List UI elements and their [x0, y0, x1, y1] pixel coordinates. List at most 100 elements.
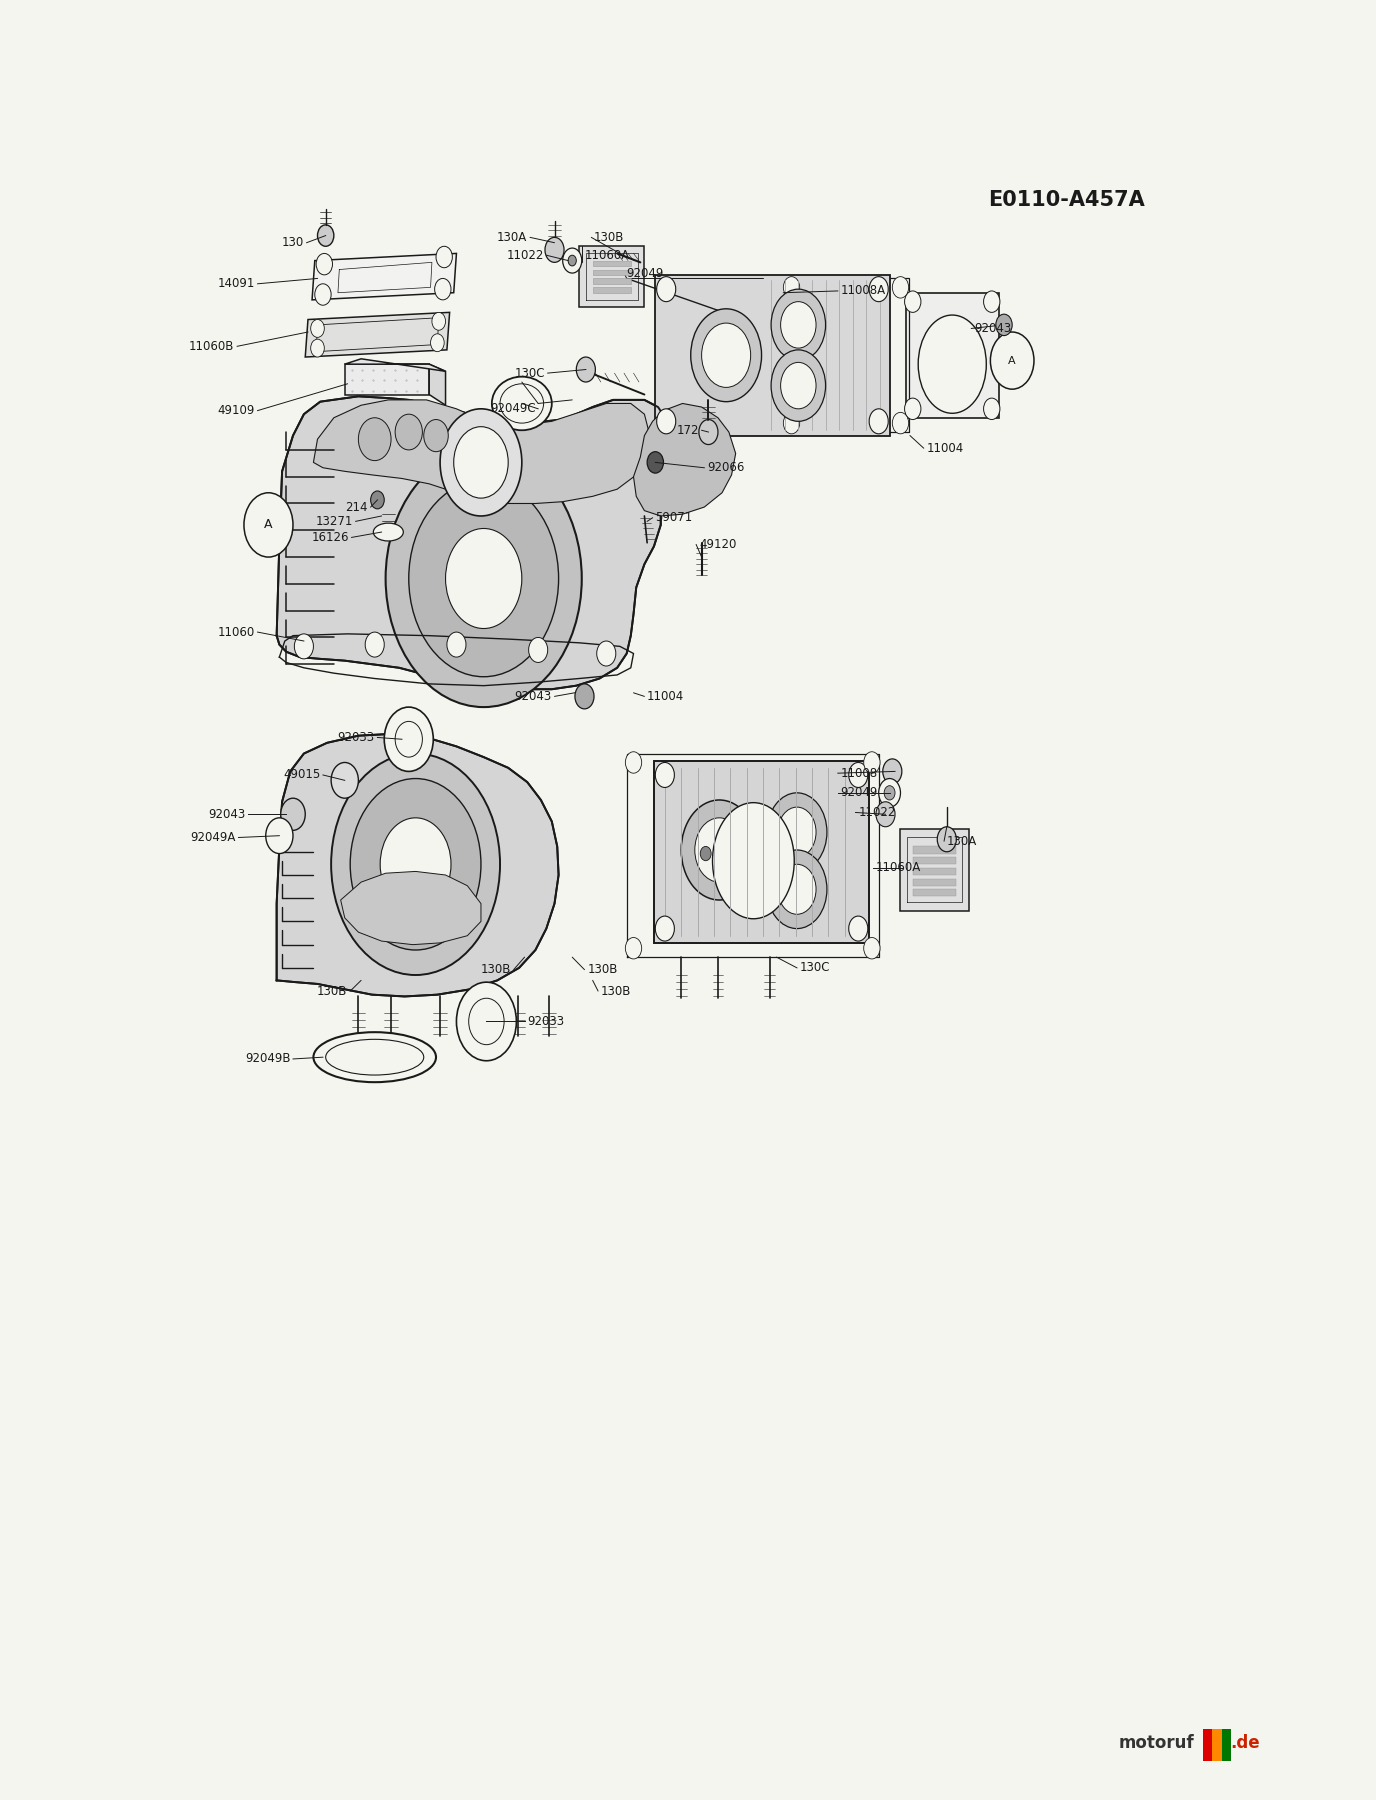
- Text: 130B: 130B: [316, 985, 348, 997]
- Circle shape: [625, 752, 641, 774]
- Polygon shape: [341, 871, 482, 945]
- Circle shape: [563, 248, 582, 274]
- Circle shape: [766, 850, 827, 929]
- Polygon shape: [593, 261, 630, 266]
- Text: 92043: 92043: [208, 808, 245, 821]
- Circle shape: [316, 254, 333, 275]
- Text: 130B: 130B: [588, 963, 618, 976]
- Text: A: A: [1009, 356, 1015, 365]
- Circle shape: [365, 632, 384, 657]
- Ellipse shape: [326, 1039, 424, 1075]
- Circle shape: [370, 491, 384, 509]
- Ellipse shape: [713, 803, 794, 918]
- Circle shape: [469, 999, 504, 1044]
- Text: 49120: 49120: [699, 538, 736, 551]
- Circle shape: [771, 290, 826, 360]
- Circle shape: [656, 277, 676, 302]
- Text: 14091: 14091: [217, 277, 255, 290]
- Circle shape: [447, 632, 466, 657]
- Circle shape: [597, 641, 616, 666]
- Circle shape: [380, 817, 451, 911]
- Circle shape: [702, 322, 751, 387]
- Ellipse shape: [499, 383, 544, 423]
- Circle shape: [446, 529, 522, 628]
- Circle shape: [783, 277, 799, 299]
- Text: 172: 172: [677, 423, 699, 437]
- Text: 130B: 130B: [594, 230, 625, 243]
- Circle shape: [395, 414, 422, 450]
- Text: 92043: 92043: [515, 689, 552, 702]
- Text: 92049B: 92049B: [245, 1053, 290, 1066]
- Circle shape: [351, 779, 482, 950]
- Circle shape: [436, 247, 453, 268]
- Text: 11060B: 11060B: [189, 340, 234, 353]
- Circle shape: [281, 797, 305, 830]
- Text: 11004: 11004: [926, 441, 963, 455]
- Circle shape: [777, 864, 816, 914]
- Circle shape: [783, 412, 799, 434]
- Text: 130C: 130C: [515, 367, 545, 380]
- Text: A: A: [264, 518, 272, 531]
- Circle shape: [294, 634, 314, 659]
- Circle shape: [700, 846, 711, 860]
- Circle shape: [385, 450, 582, 707]
- Circle shape: [266, 817, 293, 853]
- Text: 92033: 92033: [337, 731, 374, 743]
- Text: 92066: 92066: [707, 461, 744, 473]
- Circle shape: [877, 801, 894, 826]
- Circle shape: [870, 277, 889, 302]
- Circle shape: [892, 412, 908, 434]
- Circle shape: [777, 806, 816, 857]
- Text: 130A: 130A: [947, 835, 977, 848]
- Circle shape: [432, 313, 446, 329]
- Polygon shape: [654, 761, 870, 943]
- Circle shape: [311, 338, 325, 356]
- Circle shape: [984, 292, 1000, 313]
- Bar: [1222, 1728, 1232, 1760]
- Circle shape: [244, 493, 293, 556]
- Circle shape: [892, 277, 908, 299]
- Text: 92049: 92049: [841, 787, 878, 799]
- Circle shape: [395, 722, 422, 758]
- Text: 13271: 13271: [315, 515, 352, 527]
- Polygon shape: [912, 878, 956, 886]
- Circle shape: [655, 763, 674, 787]
- Polygon shape: [579, 247, 644, 308]
- Circle shape: [766, 792, 827, 871]
- Polygon shape: [345, 364, 429, 394]
- Circle shape: [577, 356, 596, 382]
- Text: 11008: 11008: [841, 767, 878, 779]
- Polygon shape: [277, 396, 671, 689]
- Ellipse shape: [314, 1031, 436, 1082]
- Text: 16126: 16126: [311, 531, 350, 544]
- Text: 92049: 92049: [626, 266, 665, 279]
- Text: 11004: 11004: [647, 689, 684, 702]
- Bar: [1203, 1728, 1212, 1760]
- Text: 130B: 130B: [480, 963, 510, 976]
- Circle shape: [904, 292, 921, 313]
- Circle shape: [315, 284, 332, 306]
- Polygon shape: [655, 275, 890, 436]
- Polygon shape: [633, 403, 736, 517]
- Circle shape: [409, 481, 559, 677]
- Circle shape: [435, 279, 451, 301]
- Circle shape: [879, 779, 900, 806]
- Circle shape: [332, 763, 358, 797]
- Circle shape: [311, 320, 325, 337]
- Polygon shape: [912, 868, 956, 875]
- Circle shape: [424, 419, 449, 452]
- Circle shape: [318, 225, 334, 247]
- Text: 92043: 92043: [974, 322, 1011, 335]
- Text: 130C: 130C: [799, 961, 830, 974]
- Circle shape: [771, 349, 826, 421]
- Polygon shape: [314, 400, 649, 504]
- Text: 11008A: 11008A: [841, 284, 886, 297]
- Text: 11022: 11022: [506, 248, 544, 261]
- Text: 92049C: 92049C: [490, 403, 535, 416]
- Text: 49015: 49015: [283, 769, 321, 781]
- Circle shape: [431, 333, 444, 351]
- Circle shape: [681, 799, 757, 900]
- Circle shape: [575, 684, 594, 709]
- Polygon shape: [593, 270, 630, 275]
- Circle shape: [454, 427, 508, 499]
